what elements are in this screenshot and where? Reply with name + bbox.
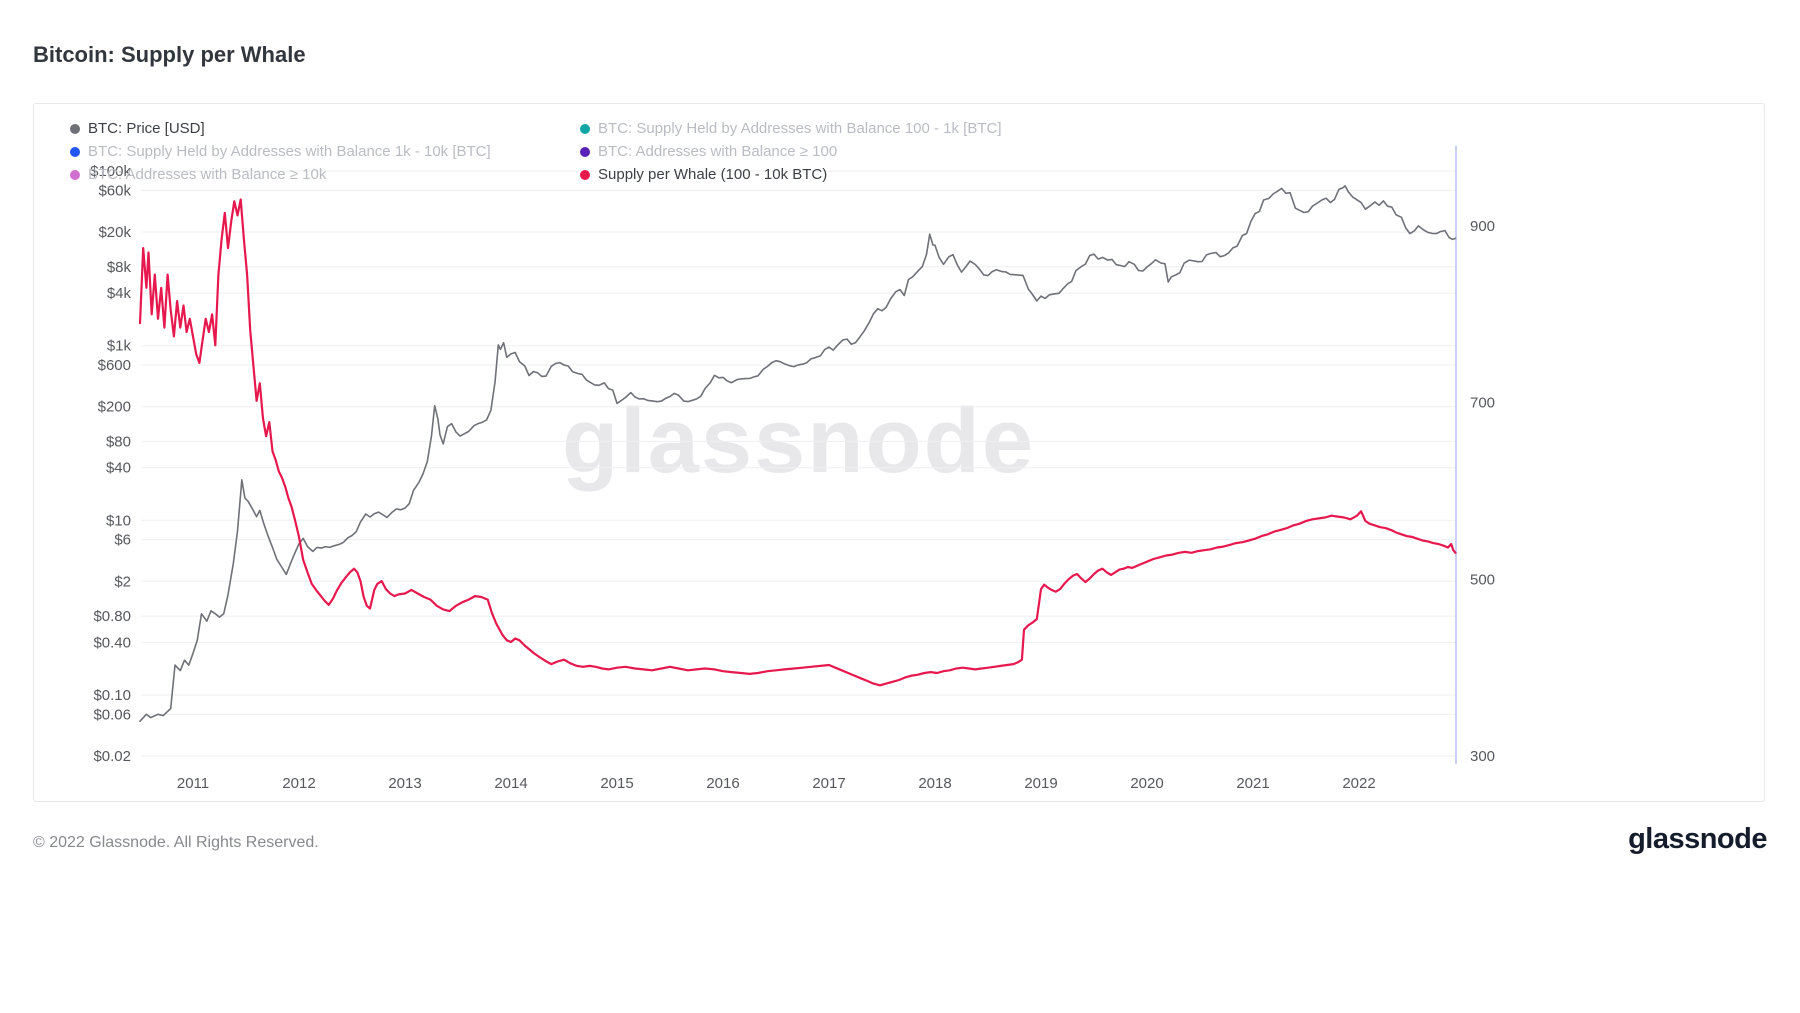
x-axis-tick-label: 2018 bbox=[918, 775, 951, 792]
x-axis-tick-label: 2015 bbox=[600, 775, 633, 792]
left-axis-tick-label: $100k bbox=[90, 163, 131, 180]
left-axis-tick-label: $8k bbox=[107, 259, 132, 276]
legend-item-btc-price-usd[interactable]: BTC: Price [USD] bbox=[70, 120, 580, 137]
left-axis-tick-label: $2 bbox=[114, 573, 131, 590]
left-axis-tick-label: $6 bbox=[114, 532, 131, 549]
right-axis-tick-label: 500 bbox=[1470, 571, 1495, 588]
left-axis-tick-label: $1k bbox=[107, 338, 132, 355]
legend-item-label: BTC: Addresses with Balance ≥ 10k bbox=[88, 166, 327, 183]
supply-per-whale-line bbox=[138, 198, 1457, 687]
addresses-gte-10k-legend-dot-icon bbox=[70, 169, 80, 180]
addresses-gte-100-legend-dot-icon bbox=[580, 146, 590, 157]
x-axis-tick-label: 2013 bbox=[388, 775, 421, 792]
left-axis-tick-label: $80 bbox=[106, 433, 131, 450]
x-axis-tick-label: 2022 bbox=[1342, 775, 1375, 792]
left-axis-tick-label: $0.80 bbox=[93, 608, 131, 625]
supply-per-whale-legend-dot-icon bbox=[580, 169, 590, 180]
x-axis-tick-label: 2017 bbox=[812, 775, 845, 792]
x-axis-tick-label: 2019 bbox=[1024, 775, 1057, 792]
legend-item-label: BTC: Supply Held by Addresses with Balan… bbox=[598, 120, 1002, 137]
legend-item-addresses-gte-10k[interactable]: BTC: Addresses with Balance ≥ 10k bbox=[70, 166, 580, 183]
page-title: Bitcoin: Supply per Whale bbox=[33, 42, 306, 67]
chart-card: BTC: Price [USD] BTC: Supply Held by Addr… bbox=[33, 103, 1765, 802]
left-axis-tick-label: $0.40 bbox=[93, 634, 131, 651]
x-axis-tick-label: 2014 bbox=[494, 775, 527, 792]
x-axis-tick-label: 2011 bbox=[177, 775, 209, 792]
left-axis-tick-label: $0.06 bbox=[93, 706, 131, 723]
left-axis-tick-label: $0.02 bbox=[93, 748, 131, 765]
legend-item-label: BTC: Price [USD] bbox=[88, 120, 205, 137]
left-axis-tick-label: $20k bbox=[98, 224, 131, 241]
legend-item-supply-100-1k[interactable]: BTC: Supply Held by Addresses with Balan… bbox=[580, 120, 1090, 137]
right-axis-tick-label: 700 bbox=[1470, 395, 1495, 412]
supply-1k-10k-legend-dot-icon bbox=[70, 146, 80, 157]
left-axis-tick-label: $0.10 bbox=[93, 687, 131, 704]
left-axis-tick-label: $200 bbox=[98, 399, 131, 416]
btc-price-usd-legend-dot-icon bbox=[70, 123, 80, 134]
price-whale-chart[interactable]: $100k $60k $20k $8k $4k $1k $600 $200 $80 $40 $10 $… bbox=[34, 104, 1766, 803]
left-axis-tick-label: $40 bbox=[106, 460, 131, 477]
glassnode-logo: glassnode bbox=[1628, 823, 1767, 855]
legend-item-label: BTC: Supply Held by Addresses with Balan… bbox=[88, 143, 491, 160]
legend-column: BTC: Supply Held by Addresses with Balan… bbox=[580, 120, 1090, 183]
legend-item-label: BTC: Addresses with Balance ≥ 100 bbox=[598, 143, 838, 160]
x-axis-tick-label: 2016 bbox=[706, 775, 739, 792]
legend-item-addresses-gte-100[interactable]: BTC: Addresses with Balance ≥ 100 bbox=[580, 143, 1090, 160]
btc-price-usd-line bbox=[139, 185, 1457, 723]
x-axis-tick-label: 2012 bbox=[282, 775, 315, 792]
x-axis-tick-label: 2020 bbox=[1130, 775, 1163, 792]
left-axis-tick-label: $10 bbox=[106, 512, 131, 529]
left-axis-tick-label: $600 bbox=[98, 357, 131, 374]
chart-legend: BTC: Price [USD] BTC: Supply Held by Addr… bbox=[70, 120, 1090, 183]
copyright-text: © 2022 Glassnode. All Rights Reserved. bbox=[33, 834, 319, 851]
legend-item-supply-per-whale[interactable]: Supply per Whale (100 - 10k BTC) bbox=[580, 166, 1090, 183]
supply-100-1k-legend-dot-icon bbox=[580, 123, 590, 134]
right-axis-tick-label: 300 bbox=[1470, 748, 1495, 765]
legend-item-supply-1k-10k[interactable]: BTC: Supply Held by Addresses with Balan… bbox=[70, 143, 580, 160]
right-axis-tick-label: 900 bbox=[1470, 218, 1495, 235]
left-axis-tick-label: $4k bbox=[107, 285, 132, 302]
legend-item-label: Supply per Whale (100 - 10k BTC) bbox=[598, 166, 828, 183]
legend-column: BTC: Price [USD] BTC: Supply Held by Addr… bbox=[70, 120, 580, 183]
left-axis-tick-label: $60k bbox=[98, 182, 131, 199]
x-axis-tick-label: 2021 bbox=[1236, 775, 1269, 792]
